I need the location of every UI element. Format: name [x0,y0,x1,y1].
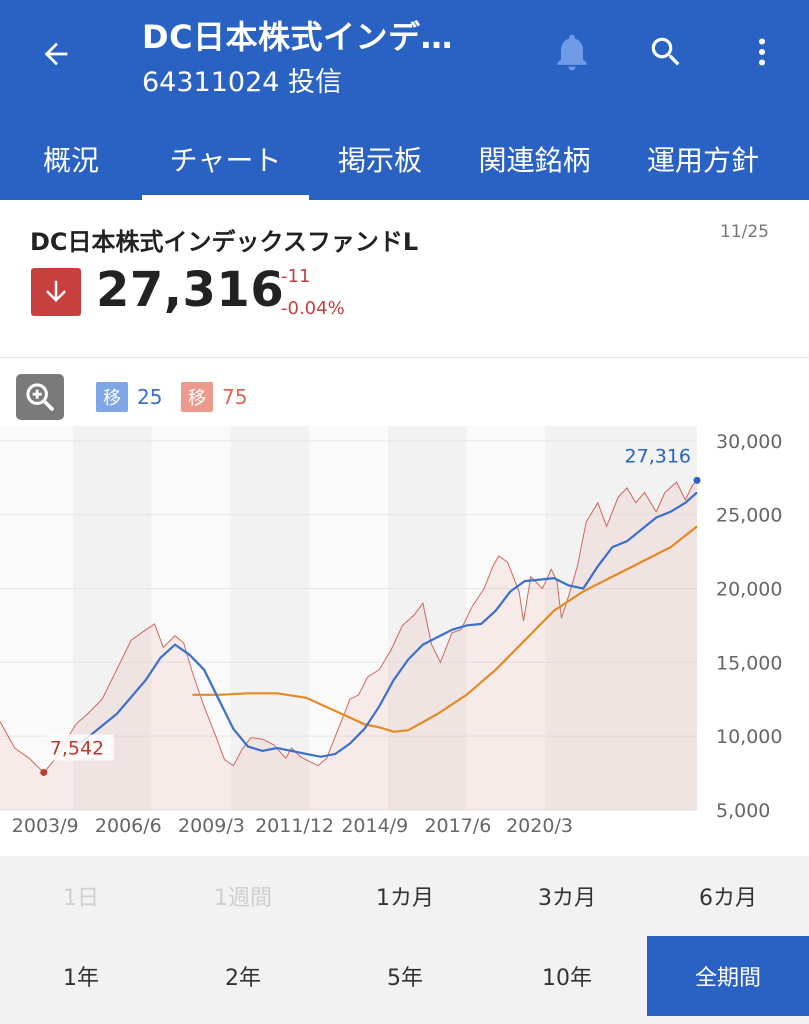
bell-icon [557,34,587,71]
ma25-legend-badge: 移 [96,382,128,412]
tab-chart[interactable]: チャート [142,118,309,200]
period-10y[interactable]: 10年 [542,966,592,991]
zoom-in-icon [26,383,54,411]
low-label: 7,542 [50,737,104,759]
ma25-line [72,491,698,758]
period-6m[interactable]: 6カ月 [699,886,757,911]
x-tick-label: 2006/6 [95,815,162,837]
x-tick-label: 2020/3 [506,815,573,837]
chart-band [387,426,467,810]
x-tick-label: 2003/9 [12,815,79,837]
quote-panel: DC日本株式インデックスファンドL 11/25 27,316 -11 -0.04… [0,200,809,358]
price-chart[interactable]: 30,000 25,000 20,000 15,000 10,000 5,000 2003/… [0,358,809,856]
x-tick-label: 2011/12 [255,815,334,837]
x-tick-label: 2017/6 [424,815,491,837]
notification-button[interactable] [546,26,598,78]
chart-band [309,426,388,810]
tab-board[interactable]: 掲示板 [337,144,422,177]
period-1m[interactable]: 1カ月 [376,886,434,911]
chart-band [151,426,231,810]
ma75-legend-badge: 移 [181,382,213,412]
period-selector: 1日 1週間 1カ月 3カ月 6カ月 1年 2年 5年 10年 全期間 [0,856,809,1024]
last-price-label: 27,316 [625,445,691,467]
arrow-down-icon [46,280,66,302]
ma25-legend-value: 25 [137,385,163,409]
ma75-line [192,525,698,733]
zoom-button[interactable] [16,374,64,420]
more-vert-icon [759,38,765,66]
tab-related[interactable]: 関連銘柄 [478,144,591,177]
price-line [0,480,698,774]
price-change-percent: -0.04% [281,298,345,319]
y-tick-label: 30,000 [716,431,782,453]
fund-name: DC日本株式インデックスファンドL [30,228,419,256]
chart-svg: 30,000 25,000 20,000 15,000 10,000 5,000 2003/… [0,426,782,837]
price-area [0,480,697,810]
period-3m[interactable]: 3カ月 [538,886,596,911]
period-1d: 1日 [63,886,99,911]
last-point [693,476,701,484]
period-1y[interactable]: 1年 [63,966,99,991]
y-tick-label: 20,000 [716,578,782,600]
more-menu-button[interactable] [736,26,788,78]
x-tick-label: 2014/9 [341,815,408,837]
arrow-left-icon [44,42,68,66]
ma75-legend-value: 75 [222,385,248,409]
search-button[interactable] [640,26,692,78]
chart-band [230,426,310,810]
tab-bar: 概況 チャート 掲示板 関連銘柄 運用方針 [0,118,809,200]
chart-band [545,426,697,810]
price-direction-badge [31,268,81,316]
period-2y[interactable]: 2年 [225,966,261,991]
period-5y[interactable]: 5年 [387,966,423,991]
page-subtitle: 64311024 投信 [142,67,343,98]
y-tick-label: 25,000 [716,505,782,527]
back-button[interactable] [34,32,78,76]
tab-overview[interactable]: 概況 [42,144,99,177]
current-price: 27,316 [96,262,285,318]
y-tick-label: 10,000 [716,726,782,748]
y-tick-label: 15,000 [716,652,782,674]
period-all[interactable]: 全期間 [647,936,809,1016]
y-tick-label: 5,000 [716,800,770,822]
period-1w: 1週間 [214,886,272,911]
quote-date: 11/25 [720,222,769,242]
price-change: -11 [281,266,311,287]
chart-band [466,426,546,810]
search-icon [651,37,680,66]
tab-policy[interactable]: 運用方針 [646,144,759,177]
x-tick-label: 2009/3 [178,815,245,837]
app-header: DC日本株式インデ… 64311024 投信 概況 チャート 掲示板 関連銘柄 … [0,0,809,200]
low-point [40,768,48,776]
page-title: DC日本株式インデ… [142,18,454,56]
low-label-bg [47,734,114,761]
